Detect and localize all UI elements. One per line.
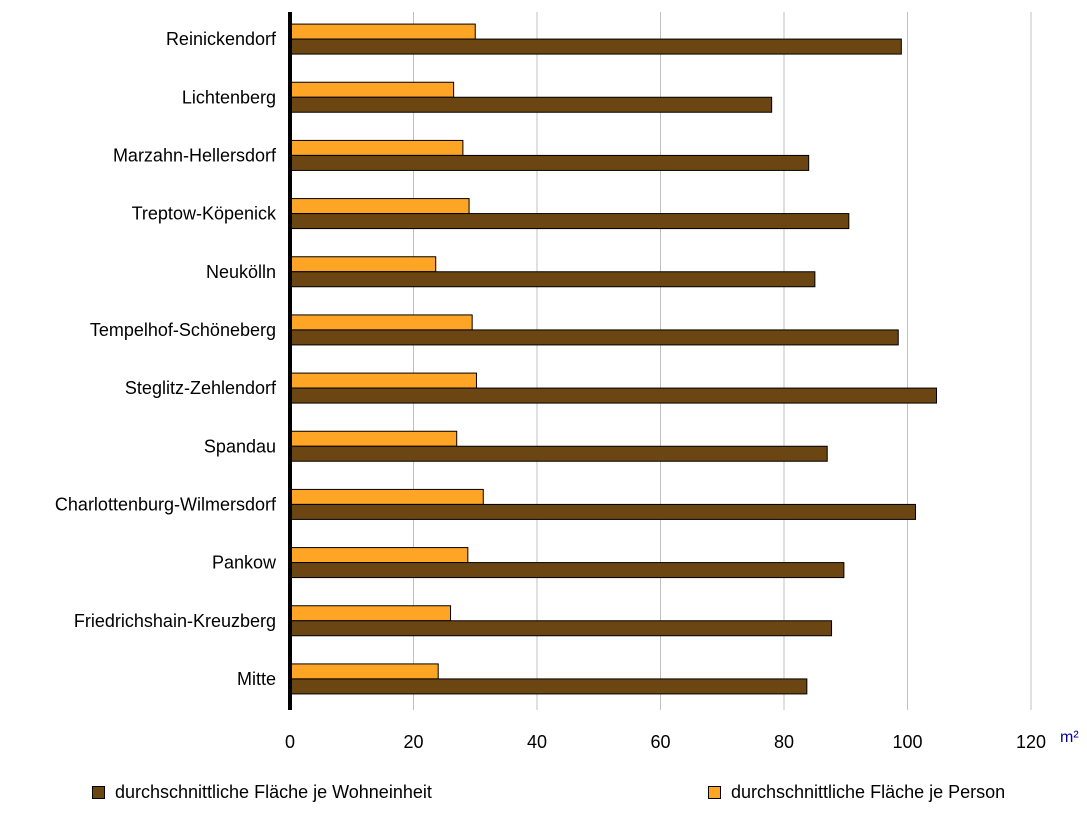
bar-wohneinheit-friedrichshain-kreuzberg	[289, 620, 833, 637]
bar-person-pankow	[289, 547, 469, 564]
bar-person-mitte	[289, 663, 439, 680]
bar-wohneinheit-charlottenburg-wilmersdorf	[289, 503, 917, 520]
category-label-lichtenberg: Lichtenberg	[182, 87, 276, 107]
category-label-friedrichshain-kreuzberg: Friedrichshain-Kreuzberg	[74, 611, 276, 631]
bar-person-lichtenberg	[289, 81, 455, 98]
category-label-pankow: Pankow	[212, 553, 277, 573]
bar-wohneinheit-mitte	[289, 678, 808, 695]
bar-wohneinheit-reinickendorf	[289, 38, 902, 55]
category-label-reinickendorf: Reinickendorf	[166, 29, 277, 49]
bars	[289, 23, 938, 695]
category-label-spandau: Spandau	[204, 436, 276, 456]
bar-wohneinheit-pankow	[289, 562, 845, 579]
category-label-marzahn-hellersdorf: Marzahn-Hellersdorf	[113, 145, 277, 165]
unit-label: m²	[1060, 729, 1079, 746]
bar-wohneinheit-lichtenberg	[289, 96, 773, 113]
bar-person-marzahn-hellersdorf	[289, 139, 464, 156]
x-tick-label-100: 100	[892, 732, 922, 752]
x-tick-label-120: 120	[1016, 732, 1046, 752]
category-label-mitte: Mitte	[237, 669, 276, 689]
bar-wohneinheit-treptow-köpenick	[289, 213, 850, 230]
bar-person-treptow-köpenick	[289, 198, 470, 215]
bar-wohneinheit-spandau	[289, 445, 828, 462]
bar-person-neukölln	[289, 256, 437, 273]
bar-person-reinickendorf	[289, 23, 476, 40]
category-label-steglitz-zehlendorf: Steglitz-Zehlendorf	[125, 378, 277, 398]
x-tick-label-20: 20	[403, 732, 423, 752]
legend-label-wohneinheit: durchschnittliche Fläche je Wohneinheit	[115, 781, 432, 802]
bar-person-charlottenburg-wilmersdorf	[289, 488, 484, 505]
legend-swatch-wohneinheit	[92, 785, 105, 799]
bar-person-friedrichshain-kreuzberg	[289, 605, 452, 622]
x-tick-label-0: 0	[285, 732, 295, 752]
category-labels: Reinickendorf Lichtenberg Marzahn-Hellersd…	[55, 29, 277, 689]
bar-wohneinheit-marzahn-hellersdorf	[289, 154, 810, 171]
bar-wohneinheit-neukölln	[289, 271, 816, 288]
legend-item-wohneinheit: durchschnittliche Fläche je Wohneinheit	[92, 780, 432, 804]
x-tick-label-80: 80	[774, 732, 794, 752]
gridlines	[413, 12, 1032, 710]
bar-person-steglitz-zehlendorf	[289, 372, 477, 389]
bar-person-tempelhof-schöneberg	[289, 314, 473, 331]
bar-wohneinheit-steglitz-zehlendorf	[289, 387, 938, 404]
legend-item-person: durchschnittliche Fläche je Person	[708, 780, 1005, 804]
category-label-treptow-köpenick: Treptow-Köpenick	[132, 204, 277, 224]
x-tick-labels: 0 20 40 60 80 100 120	[285, 732, 1046, 752]
category-label-charlottenburg-wilmersdorf: Charlottenburg-Wilmersdorf	[55, 494, 277, 514]
category-label-tempelhof-schöneberg: Tempelhof-Schöneberg	[90, 320, 276, 340]
bar-person-spandau	[289, 430, 458, 447]
legend-label-person: durchschnittliche Fläche je Person	[731, 781, 1006, 802]
category-label-neukölln: Neukölln	[206, 262, 276, 282]
legend-swatch-person	[708, 785, 721, 799]
x-tick-label-60: 60	[650, 732, 670, 752]
bar-wohneinheit-tempelhof-schöneberg	[289, 329, 899, 346]
x-tick-label-40: 40	[527, 732, 547, 752]
